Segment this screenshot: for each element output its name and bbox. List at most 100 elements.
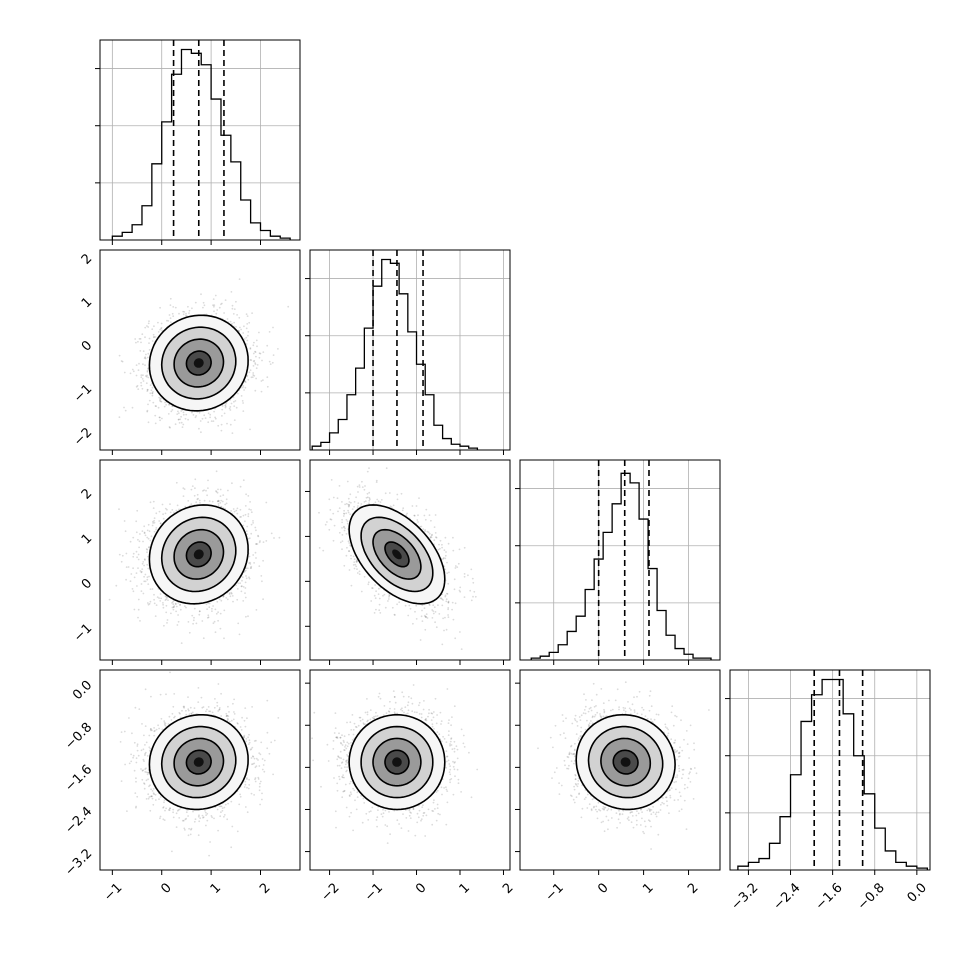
sample-point [174, 603, 177, 605]
sample-point [219, 627, 222, 630]
sample-point [140, 374, 143, 376]
sample-point [141, 387, 144, 390]
sample-point [172, 603, 175, 606]
sample-point [160, 400, 163, 403]
sample-point [214, 294, 217, 297]
sample-point [252, 522, 255, 524]
sample-point [233, 419, 236, 421]
histogram-0 [111, 48, 291, 240]
sample-point [243, 338, 246, 340]
sample-point [142, 374, 144, 377]
sample-point [217, 424, 220, 427]
sample-point [190, 503, 193, 505]
sample-point [158, 396, 161, 399]
sample-point [135, 341, 137, 344]
sample-point [231, 322, 233, 325]
sample-point [171, 509, 174, 511]
sample-point [155, 528, 157, 531]
sample-point [108, 598, 111, 601]
sample-point [262, 379, 264, 381]
sample-point [236, 598, 239, 601]
sample-point [159, 416, 161, 419]
sample-point [140, 570, 143, 573]
sample-point [235, 584, 237, 587]
sample-point [177, 412, 180, 415]
sample-point [146, 578, 149, 581]
sample-point [151, 386, 154, 389]
sample-point [271, 361, 274, 364]
sample-point [244, 581, 247, 584]
sample-point [251, 312, 254, 314]
sample-point [151, 524, 154, 527]
sample-point [244, 513, 247, 516]
sample-point [184, 605, 186, 608]
sample-point [229, 320, 232, 323]
sample-point [118, 508, 120, 511]
sample-point [227, 489, 229, 492]
sample-point [217, 499, 220, 502]
sample-point [153, 325, 155, 328]
sample-point [247, 331, 250, 333]
sample-point [203, 489, 206, 491]
sample-point [179, 603, 182, 606]
sample-point [269, 363, 272, 365]
sample-point [268, 360, 271, 363]
sample-point [136, 384, 139, 387]
sample-point [239, 508, 242, 511]
sample-point [121, 360, 124, 363]
sample-point [247, 334, 249, 337]
sample-point [165, 604, 168, 607]
sample-point [258, 331, 260, 334]
sample-point [149, 600, 152, 603]
sample-point [255, 543, 258, 545]
sample-point [162, 602, 164, 604]
sample-point [258, 352, 261, 355]
sample-point [159, 400, 162, 403]
sample-point [213, 310, 215, 313]
sample-point [158, 416, 161, 419]
sample-point [125, 578, 127, 581]
sample-point [201, 620, 204, 622]
sample-point [246, 375, 248, 378]
sample-point [200, 293, 202, 296]
sample-point [132, 370, 135, 373]
sample-point [198, 499, 201, 502]
sample-point [254, 350, 256, 353]
sample-point [208, 500, 211, 502]
sample-point [171, 606, 174, 609]
sample-point [240, 328, 243, 331]
sample-point [250, 511, 253, 514]
sample-point [257, 535, 260, 538]
sample-point [151, 340, 154, 342]
sample-point [137, 340, 139, 343]
sample-point [160, 322, 163, 325]
sample-point [245, 313, 248, 316]
sample-point [146, 409, 149, 412]
sample-point [152, 391, 154, 393]
sample-point [229, 409, 232, 411]
sample-point [178, 312, 180, 315]
sample-point [178, 508, 180, 511]
panel-body [100, 40, 300, 240]
sample-point [178, 422, 181, 424]
sample-point [175, 605, 178, 608]
sample-point [182, 313, 185, 316]
sample-point [142, 350, 145, 353]
sample-point [171, 602, 173, 604]
sample-point [176, 413, 179, 415]
sample-point [202, 490, 204, 492]
sample-point [252, 360, 255, 363]
sample-point [160, 597, 163, 600]
sample-point [220, 429, 223, 432]
sample-point [199, 502, 201, 504]
sample-point [188, 309, 191, 312]
sample-point [236, 512, 239, 515]
sample-point [157, 406, 160, 409]
sample-point [123, 371, 126, 374]
sample-point [147, 367, 149, 370]
sample-point [162, 517, 165, 520]
sample-point [163, 405, 166, 408]
sample-point [270, 532, 273, 535]
sample-point [172, 606, 175, 609]
sample-point [158, 510, 161, 513]
